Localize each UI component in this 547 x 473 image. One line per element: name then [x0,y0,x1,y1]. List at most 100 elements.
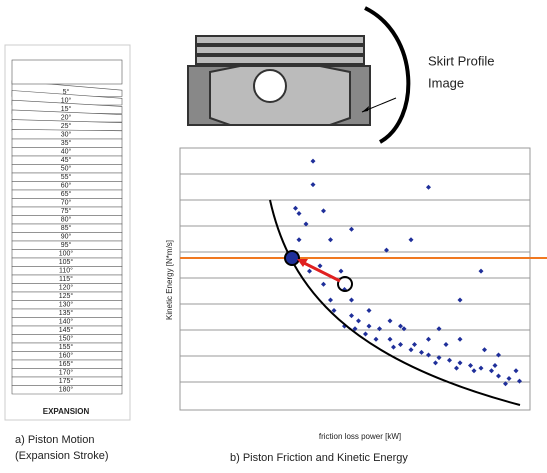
x-axis-label: friction loss power [kW] [319,432,401,441]
point [457,360,463,366]
angle-label: 115° [59,275,73,283]
point [447,357,452,363]
point [408,237,414,243]
point [352,326,358,332]
point [433,360,438,366]
angle-label: 180° [59,386,74,394]
angle-label: 145° [59,326,74,334]
point [408,347,414,353]
angle-label: 5° [63,88,70,96]
angle-label: 65° [61,190,72,198]
point [321,208,326,214]
caption-a: (Expansion Stroke) [15,450,109,462]
angle-label: 55° [61,173,72,181]
point [331,307,337,313]
shift-arrow [301,260,341,283]
point [489,368,494,374]
angle-label: 60° [61,182,72,190]
point [307,268,312,274]
point [349,226,354,232]
point [349,313,354,319]
angle-label: 135° [59,309,74,317]
highlight [284,250,300,266]
angle-label: 120° [59,284,74,292]
arrow-head [362,106,369,112]
angle-label: 160° [59,352,74,360]
point [338,268,344,274]
piston-stack: 5°10°15°20°25°30°35°40°45°50°55°60°65°70… [11,59,123,395]
point [296,237,302,243]
point [419,349,424,355]
angle-label: 35° [61,139,72,147]
highlight [337,276,353,292]
point [328,297,333,303]
point [366,323,372,329]
angle-label: 70° [61,199,72,207]
caption-a: a) Piston Motion [15,434,94,446]
point [513,368,519,374]
point [503,381,508,387]
angle-label: 85° [61,224,72,232]
fit-curve [269,199,521,406]
angle-label: 30° [61,131,72,139]
piston-image [187,35,371,126]
piston-slice [11,99,123,114]
point [492,362,498,368]
point [303,221,309,227]
arrow-head [297,259,308,267]
angle-label: 15° [61,105,72,113]
point [356,318,361,324]
point [293,205,298,211]
angle-label: 130° [59,301,74,309]
point [328,237,333,243]
angle-label: 95° [61,241,72,249]
point [478,365,484,371]
point [496,352,501,358]
annotation: Image [428,75,464,90]
point [398,323,403,329]
point [436,326,442,332]
point [457,336,463,342]
point [454,365,459,371]
angle-label: 25° [61,122,72,130]
angle-label: 105° [59,258,74,266]
angle-label: 40° [61,148,72,156]
piston-top [11,59,123,85]
point [366,307,372,313]
point [363,331,368,337]
point [426,184,431,190]
angle-label: 10° [61,97,72,105]
point [471,368,477,374]
points [293,158,522,387]
expansion-label: EXPANSION [43,407,90,416]
angle-label: 45° [61,156,72,164]
point [296,211,302,216]
angle-label: 175° [59,377,74,385]
angle-label: 125° [59,292,74,300]
angle-label: 50° [61,165,72,173]
angle-label: 110° [59,267,73,275]
point [443,342,449,347]
point [310,158,316,164]
point [506,376,512,382]
point [426,336,431,342]
point [349,297,354,303]
point [310,182,316,188]
point [317,263,323,269]
y-axis-label: Kinetic Energy [N*m/s] [165,240,174,320]
piston-slice [11,385,123,395]
point [517,378,522,384]
point [373,336,379,342]
angle-label: 75° [61,207,72,215]
skirt-profile [364,6,411,144]
piston-slice [11,119,123,131]
point [482,347,487,353]
point [387,318,393,324]
point [391,344,396,350]
point [384,247,389,253]
angle-label: 20° [61,114,72,122]
point [426,352,431,358]
angle-label: 165° [59,360,74,368]
point [401,326,407,332]
